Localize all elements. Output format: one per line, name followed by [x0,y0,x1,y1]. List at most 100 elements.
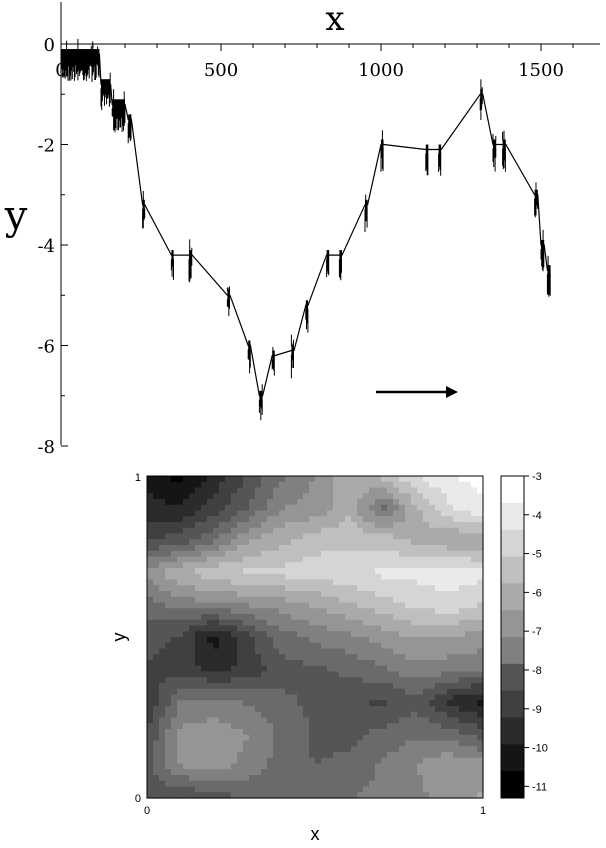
heatmap-cell [183,700,190,707]
heatmap-cell [219,522,226,529]
heatmap-cell [459,752,466,759]
heatmap-cell [417,614,424,621]
heatmap-cell [279,631,286,638]
heatmap-cell [291,775,298,782]
heatmap-cell [465,717,472,724]
heatmap-cell [459,579,466,586]
heatmap-cell [351,740,358,747]
heatmap-cell [363,596,370,604]
walk-plateau [142,199,145,210]
heatmap-cell [243,556,250,563]
heatmap-cell [375,711,382,719]
heatmap-cell [279,602,286,609]
heatmap-cell [387,516,394,523]
heatmap-cell [177,539,184,546]
heatmap-cell [315,763,322,770]
heatmap-cell [477,729,484,736]
heatmap-cell [387,711,394,719]
heatmap-cell [429,694,436,701]
heatmap-cell [435,683,442,690]
heatmap-cell [339,608,346,615]
heatmap-cell [465,654,472,661]
heatmap-cell [219,631,226,638]
colorbar-tick-label: -9 [532,704,542,716]
colorbar: -3-4-5-6-7-8-9-10-11 [500,471,548,799]
heatmap-cell [297,487,304,494]
heatmap-cell [213,665,220,673]
heatmap-cell [195,729,202,736]
heatmap-cell [249,688,256,696]
heatmap-cell [387,780,394,788]
heatmap-cell [291,648,298,655]
heatmap-cell [183,648,190,655]
heatmap-cell [249,665,256,673]
heatmap-cell [147,711,154,719]
heatmap-cell [219,729,226,736]
heatmap-cell [213,792,220,799]
y-axis-label: y [4,193,28,239]
heatmap-cell [195,665,202,673]
heatmap-cell [435,562,442,569]
heatmap-cell [471,734,478,742]
heatmap-cell [195,717,202,724]
heatmap-cell [411,533,418,540]
heatmap-cell [207,533,214,540]
heatmap-cell [315,579,322,586]
heatmap-cell [471,573,478,581]
heatmap-cell [255,660,262,667]
heatmap-cell [417,723,424,730]
walk-plateau [339,250,342,261]
heatmap-cell [261,619,268,627]
heatmap-cell [291,637,298,644]
heatmap-cell [177,493,184,500]
heatmap-cell [381,683,388,690]
heatmap-cell [459,487,466,494]
heatmap-cell [423,660,430,667]
heatmap-cell [315,539,322,546]
heatmap-cell [333,596,340,604]
heatmap-cell [411,499,418,506]
heatmap-cell [261,556,268,563]
heatmap-cell [351,579,358,586]
colorbar-bands [501,476,524,799]
heatmap-cell [339,769,346,776]
heatmap-cell [423,717,430,724]
heatmap-cell [165,660,172,667]
heatmap-cell [387,585,394,592]
heatmap-cell [177,619,184,627]
heatmap-cell [411,780,418,788]
heatmap-cell [345,654,352,661]
heatmap-cell [399,510,406,517]
heatmap-cell [159,665,166,673]
heatmap-cell [369,763,376,770]
heatmap-cell [285,602,292,609]
heatmap-cell [231,637,238,644]
heatmap-cell [273,763,280,770]
heatmap-cell [303,533,310,540]
heatmap-cell [243,648,250,655]
heatmap-cell [465,637,472,644]
heatmap-cell [171,763,178,770]
heatmap-cell [327,706,334,713]
heatmap-cell [255,504,262,512]
heatmap-cell [267,763,274,770]
heatmap-cell [147,493,154,500]
heatmap-cell [165,510,172,517]
heatmap-cell [213,533,220,540]
heatmap-cell [231,516,238,523]
heatmap-cell [369,740,376,747]
heatmap-cell [303,706,310,713]
heatmap-cell [213,688,220,696]
heatmap-cell [177,665,184,673]
heatmap-cell [363,614,370,621]
heatmap-cell [231,619,238,627]
heatmap-cell [441,602,448,609]
heatmap-cell [195,694,202,701]
heatmap-cell [165,596,172,604]
heatmap-cell [273,706,280,713]
heatmap-cell [345,637,352,644]
heatmap-cell [249,631,256,638]
heatmap-cell [201,746,208,753]
heatmap-cell [147,596,154,604]
heatmap-cell [423,786,430,793]
